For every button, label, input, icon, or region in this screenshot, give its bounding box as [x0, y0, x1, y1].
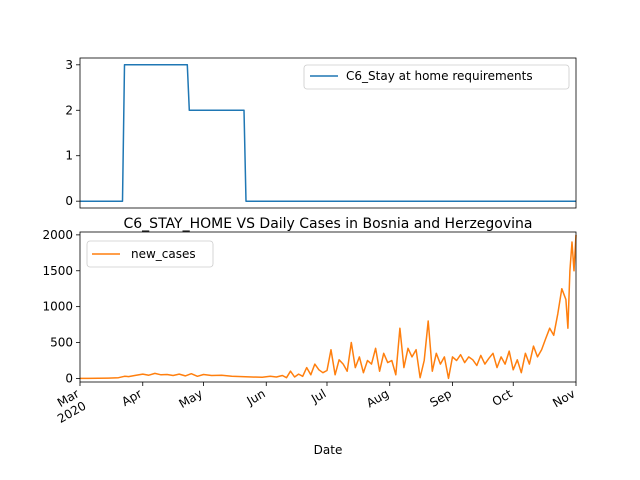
bottom-legend-box [86, 240, 214, 268]
bottom-axes: C6_STAY_HOME VS Daily Cases in Bosnia an… [42, 216, 577, 457]
bottom-axes-frame [79, 231, 577, 383]
top-axes: 0 1 2 3 C6_Stay at home requirements [65, 57, 577, 209]
x-tick-label-group: Apr [119, 386, 144, 409]
x-tick-label-group: Jun [244, 386, 268, 408]
bottom-legend-label: new_cases [131, 247, 196, 261]
x-tick-label: Aug [364, 386, 391, 410]
x-tick-label-group: Nov [550, 386, 577, 410]
bottom-legend: new_cases [86, 240, 214, 268]
series-line-new-cases [80, 234, 577, 380]
y-tick-label: 500 [50, 336, 73, 350]
y-tick-label: 1 [65, 149, 73, 163]
x-tick-label: Oct [490, 386, 515, 409]
x-tick-label: Jul [308, 386, 328, 406]
x-tick-label-group: May [177, 386, 205, 411]
y-tick-label: 1500 [42, 264, 73, 278]
y-tick-label: 2 [65, 103, 73, 117]
x-tick-label: May [177, 386, 205, 411]
x-tick-label: Sep [427, 386, 454, 409]
bottom-y-ticks: 0 500 1000 1500 2000 [42, 228, 80, 385]
top-y-ticks: 0 1 2 3 [65, 58, 80, 208]
y-tick-label: 2000 [42, 228, 73, 242]
bottom-series [80, 234, 577, 380]
x-tick-label: Jun [244, 386, 268, 408]
x-tick-label-group: Oct [490, 386, 515, 409]
top-legend-box [303, 64, 570, 90]
y-tick-label: 1000 [42, 300, 73, 314]
x-tick-label: Apr [119, 386, 144, 409]
y-tick-label: 0 [65, 194, 73, 208]
x-tick-label-group: Jul [308, 386, 328, 406]
y-tick-label: 3 [65, 58, 73, 72]
top-axes-frame [79, 57, 577, 209]
x-tick-label: Nov [550, 386, 577, 410]
top-series [80, 64, 576, 202]
series-line-c6-stay-at-home-requirements [80, 64, 576, 202]
y-tick-label: 0 [65, 371, 73, 385]
bottom-chart-title: C6_STAY_HOME VS Daily Cases in Bosnia an… [124, 216, 533, 232]
top-legend-label: C6_Stay at home requirements [346, 69, 533, 83]
top-legend: C6_Stay at home requirements [303, 64, 570, 90]
x-tick-label-group: Aug [364, 386, 391, 410]
x-tick-label-group: Sep [427, 386, 454, 409]
x-axis-label: Date [314, 443, 343, 457]
